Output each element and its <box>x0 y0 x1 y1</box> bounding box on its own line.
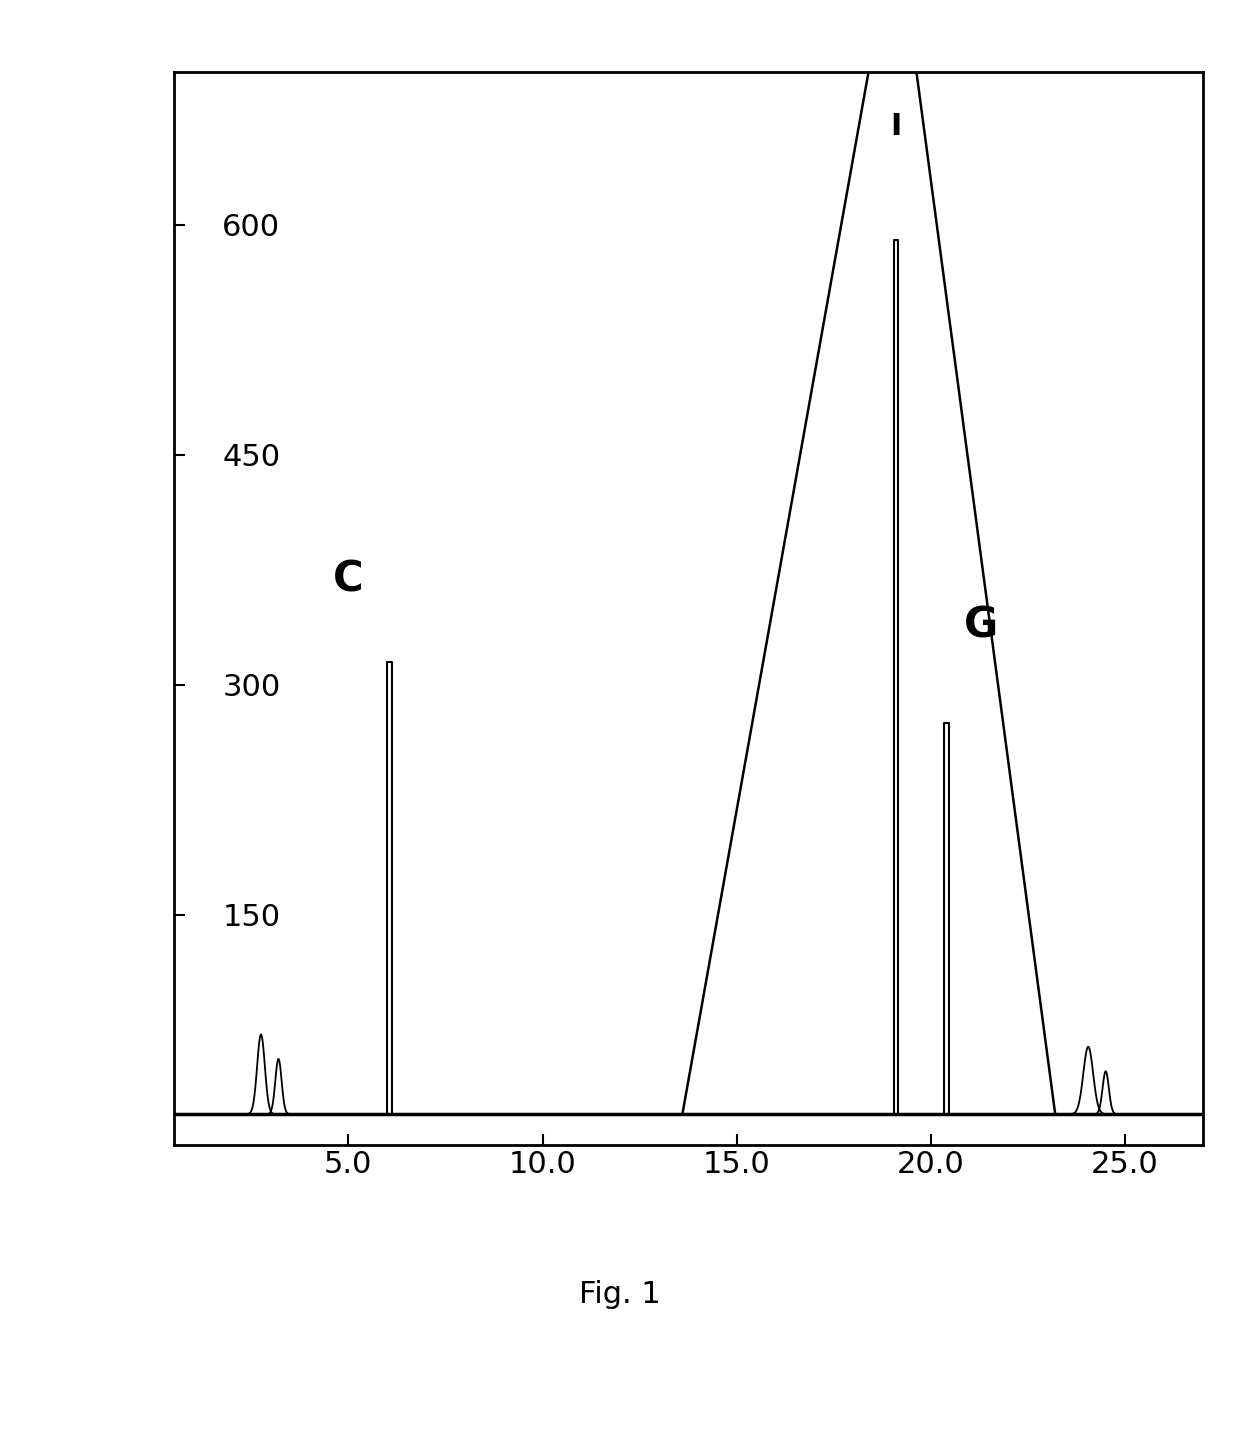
Text: C: C <box>334 558 363 601</box>
Text: G: G <box>965 604 998 647</box>
Text: I: I <box>890 112 901 140</box>
Text: Fig. 1: Fig. 1 <box>579 1281 661 1309</box>
